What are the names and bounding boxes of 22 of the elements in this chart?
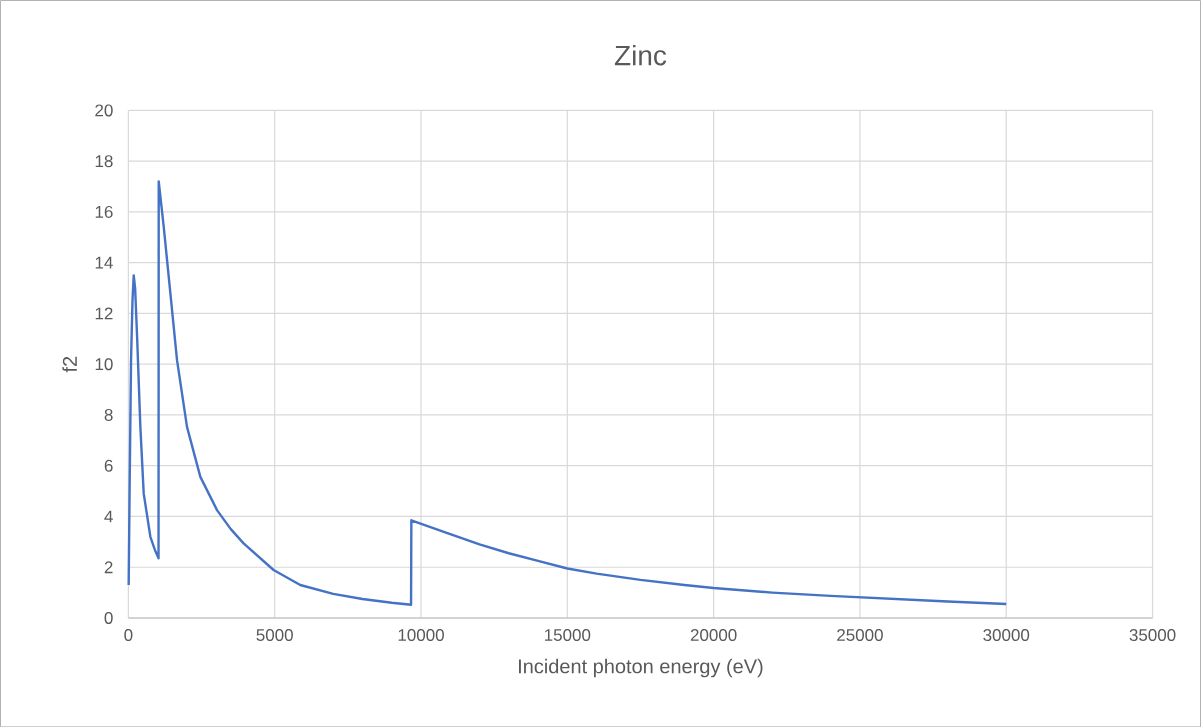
x-tick-label: 10000 [398,628,444,641]
x-axis-title: Incident photon energy (eV) [519,658,763,678]
chart-title: Zinc [614,44,667,66]
y-tick-label: 4 [104,510,113,523]
y-tick-label: 14 [95,256,113,269]
y-tick-label: 16 [95,205,113,218]
y-tick-label: 0 [104,611,113,624]
y-tick-label: 2 [104,561,113,573]
x-tick-label: 15000 [544,628,591,641]
x-tick-label: 35000 [1129,628,1176,641]
y-tick-label: 8 [104,408,113,421]
x-tick-label: 30000 [983,628,1030,641]
y-tick-label: 6 [104,459,113,472]
y-tick-label: 12 [95,307,113,320]
y-axis-title: f2 [62,356,77,373]
y-tick-label: 18 [95,154,113,167]
x-tick-label: 20000 [690,628,737,641]
y-tick-label: 10 [95,357,113,371]
x-tick-label: 0 [124,628,133,641]
x-tick-label: 25000 [837,628,883,641]
x-tick-label: 5000 [256,628,293,641]
y-tick-label: 20 [95,104,113,117]
